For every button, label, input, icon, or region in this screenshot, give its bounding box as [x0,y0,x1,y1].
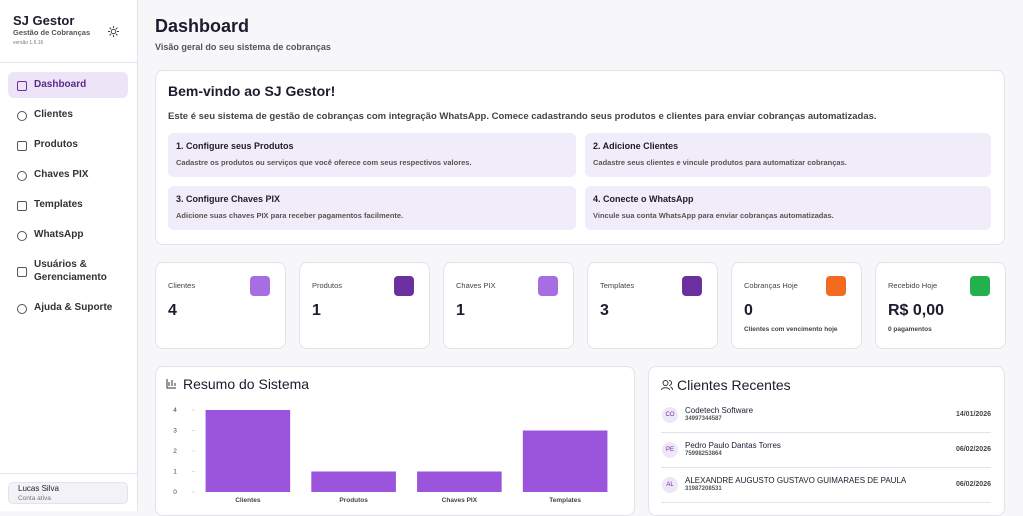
x-tick-label: Chaves PIX [442,497,478,504]
divider [661,467,991,468]
divider [661,502,991,503]
stat-label: Cobranças Hoje [744,281,798,290]
recent-title: Clientes Recentes [677,377,791,393]
welcome-title: Bem-vindo ao SJ Gestor! [168,83,336,99]
client-phone: 34997344587 [685,416,722,422]
theme-toggle[interactable] [108,26,119,37]
step-title: 3. Configure Chaves PIX [176,194,281,204]
welcome-text: Este é seu sistema de gestão de cobrança… [168,111,877,122]
stat-icon [682,276,702,296]
step-text: Adicione suas chaves PIX para receber pa… [176,211,404,220]
nav-item[interactable]: Dashboard [34,79,87,90]
nav-item[interactable]: Templates [34,199,83,210]
step-box [585,133,991,177]
client-phone: 31987208531 [685,486,722,492]
stat-label: Recebido Hoje [888,281,938,290]
bar [522,430,608,492]
stat-icon [826,276,846,296]
nav-icon [17,201,27,211]
recent-icon [661,380,673,391]
stat-note: 0 pagamentos [888,326,932,333]
chart-title: Resumo do Sistema [183,376,309,392]
stat-label: Clientes [168,281,196,290]
stat-icon [538,276,558,296]
stat-icon [250,276,270,296]
client-name[interactable]: ALEXANDRE AUGUSTO GUSTAVO GUIMARAES DE P… [685,476,907,485]
step-title: 1. Configure seus Produtos [176,141,294,151]
y-tick-label: 2 [173,448,177,455]
nav-icon [17,171,27,181]
y-tick-label: 4 [173,407,177,414]
client-date: 14/01/2026 [955,411,991,418]
stat-value: 4 [168,302,177,319]
nav-item[interactable]: Ajuda & Suporte [34,302,113,313]
bar [205,410,291,492]
stat-value: 3 [600,302,609,319]
brand: SJ Gestor [13,13,75,28]
nav-item[interactable]: Usuários & Gerenciamento [34,259,107,283]
client-date: 06/02/2026 [955,481,991,488]
nav-item[interactable]: Produtos [34,139,78,150]
nav-icon [17,111,27,121]
stat-label: Produtos [312,281,343,290]
stat-value: 1 [456,302,465,319]
nav-item[interactable]: Chaves PIX [34,169,89,180]
client-date: 06/02/2026 [955,446,991,453]
step-title: 2. Adicione Clientes [593,141,679,151]
stat-value: R$ 0,00 [888,302,945,319]
stat-label: Templates [600,281,635,290]
stat-label: Chaves PIX [456,281,496,290]
nav-icon [17,81,27,91]
chart-icon [166,379,176,389]
step-text: Vincule sua conta WhatsApp para enviar c… [593,211,834,220]
stat-value: 0 [744,302,753,319]
page-title: Dashboard [155,16,250,36]
avatar: PE [662,442,678,458]
page-subtitle: Visão geral do seu sistema de cobranças [155,42,331,52]
nav-icon [17,141,27,151]
x-tick-label: Clientes [235,497,261,504]
x-tick-label: Produtos [339,497,368,504]
chart: Resumo do Sistema 0 1 2 3 4 Clientes Produtos C… [166,376,608,504]
client-name[interactable]: Codetech Software [685,406,754,415]
recent-card [648,366,1005,516]
bar [417,471,502,492]
stat-note: Clientes com vencimento hoje [744,326,838,333]
stat-value: 1 [312,302,321,319]
step-title: 4. Conecte o WhatsApp [593,194,694,204]
client-phone: 75998253864 [685,451,722,457]
step-box [168,133,576,177]
brand-subtitle: Gestão de Cobranças [13,28,91,37]
step-box [168,186,576,230]
step-box [585,186,991,230]
user-status: Conta ativa [18,495,51,502]
avatar: AL [662,477,678,493]
x-tick-label: Templates [549,497,581,504]
step-text: Cadastre os produtos ou serviços que voc… [176,158,472,167]
active-nav-bg [8,72,128,98]
nav-icon [17,304,27,314]
nav-icon [17,267,27,277]
y-tick-label: 3 [173,428,177,435]
y-tick-label: 0 [173,489,177,496]
divider [0,62,137,63]
stat-icon [394,276,414,296]
bar [311,471,396,492]
divider [0,473,137,474]
version: versão 1.6.16 [13,40,44,46]
user-box[interactable] [8,482,128,504]
nav-icon [17,231,27,241]
user-name: Lucas Silva [18,484,59,493]
avatar: CO [662,407,678,423]
step-text: Cadastre seus clientes e vincule produto… [593,158,847,167]
nav-item[interactable]: WhatsApp [34,229,84,240]
divider [661,432,991,433]
client-name[interactable]: Pedro Paulo Dantas Torres [685,441,781,450]
y-tick-label: 1 [173,469,177,476]
stat-icon [970,276,990,296]
nav-item[interactable]: Clientes [34,109,73,120]
